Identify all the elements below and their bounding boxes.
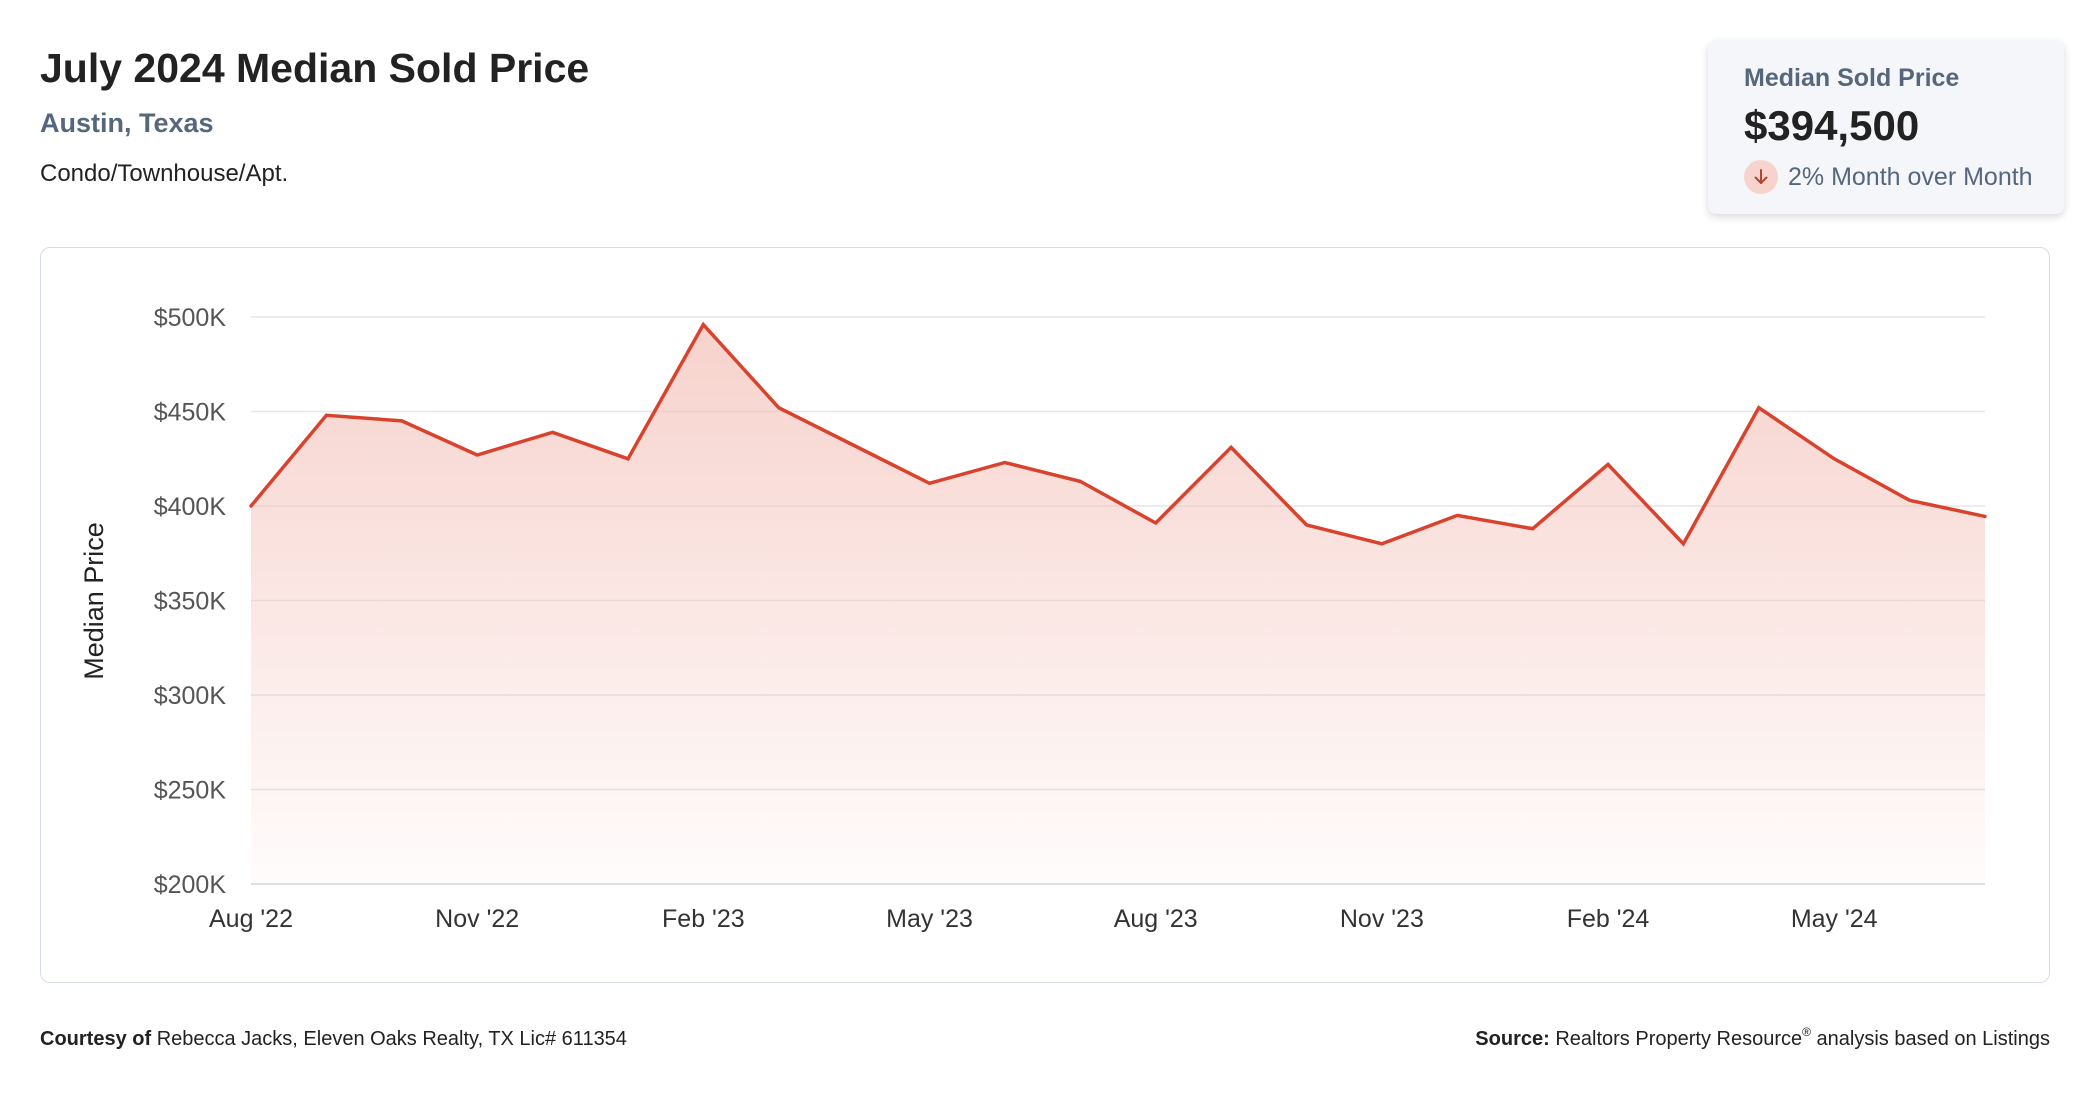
chart-panel: $500K $450K $400K $350K $300K $250K $200K Aug … bbox=[40, 247, 2050, 983]
footer-source: Source: Realtors Property Resource® anal… bbox=[1475, 1025, 2051, 1051]
y-tick-label: $350K bbox=[154, 588, 227, 616]
series-area bbox=[251, 324, 1985, 885]
kpi-card: Median Sold Price $394,500 2% Month over… bbox=[1708, 40, 2064, 214]
x-tick-label: Nov '22 bbox=[435, 905, 519, 933]
kpi-label: Median Sold Price bbox=[1744, 64, 1960, 92]
series-line bbox=[249, 321, 1987, 547]
x-tick-label: Aug '23 bbox=[1114, 905, 1198, 933]
median-price-chart: $500K $450K $400K $350K $300K $250K $200K Aug … bbox=[79, 304, 1987, 933]
kpi-change: 2% Month over Month bbox=[1744, 160, 2033, 194]
y-tick-label: $500K bbox=[154, 304, 227, 332]
registered-mark: ® bbox=[1802, 1025, 1811, 1039]
y-tick-label: $250K bbox=[154, 777, 227, 805]
source-text-suffix: analysis based on Listings bbox=[1810, 1028, 2051, 1050]
location-subtitle: Austin, Texas bbox=[40, 108, 214, 138]
y-axis-label: Median Price bbox=[79, 522, 109, 680]
y-tick-label: $200K bbox=[154, 871, 227, 899]
page-title: July 2024 Median Sold Price bbox=[40, 45, 590, 91]
courtesy-text: Rebecca Jacks, Eleven Oaks Realty, TX Li… bbox=[156, 1028, 627, 1050]
property-type-label: Condo/Townhouse/Apt. bbox=[40, 160, 289, 187]
x-tick-label: Aug '22 bbox=[209, 905, 293, 933]
x-tick-label: Feb '24 bbox=[1567, 905, 1650, 933]
x-tick-label: May '24 bbox=[1791, 905, 1878, 933]
source-label: Source: bbox=[1475, 1028, 1550, 1050]
x-tick-label: May '23 bbox=[886, 905, 973, 933]
courtesy-label: Courtesy of bbox=[40, 1028, 152, 1050]
x-tick-label: Feb '23 bbox=[662, 905, 745, 933]
y-tick-label: $300K bbox=[154, 682, 227, 710]
kpi-value: $394,500 bbox=[1744, 102, 1920, 149]
arrow-down-icon bbox=[1744, 160, 1778, 194]
kpi-change-text: 2% Month over Month bbox=[1788, 162, 2033, 191]
y-tick-label: $400K bbox=[154, 493, 227, 521]
source-text: Realtors Property Resource bbox=[1555, 1028, 1803, 1050]
y-tick-label: $450K bbox=[154, 399, 227, 427]
x-tick-label: Nov '23 bbox=[1340, 905, 1424, 933]
footer-courtesy: Courtesy of Rebecca Jacks, Eleven Oaks R… bbox=[40, 1028, 627, 1051]
